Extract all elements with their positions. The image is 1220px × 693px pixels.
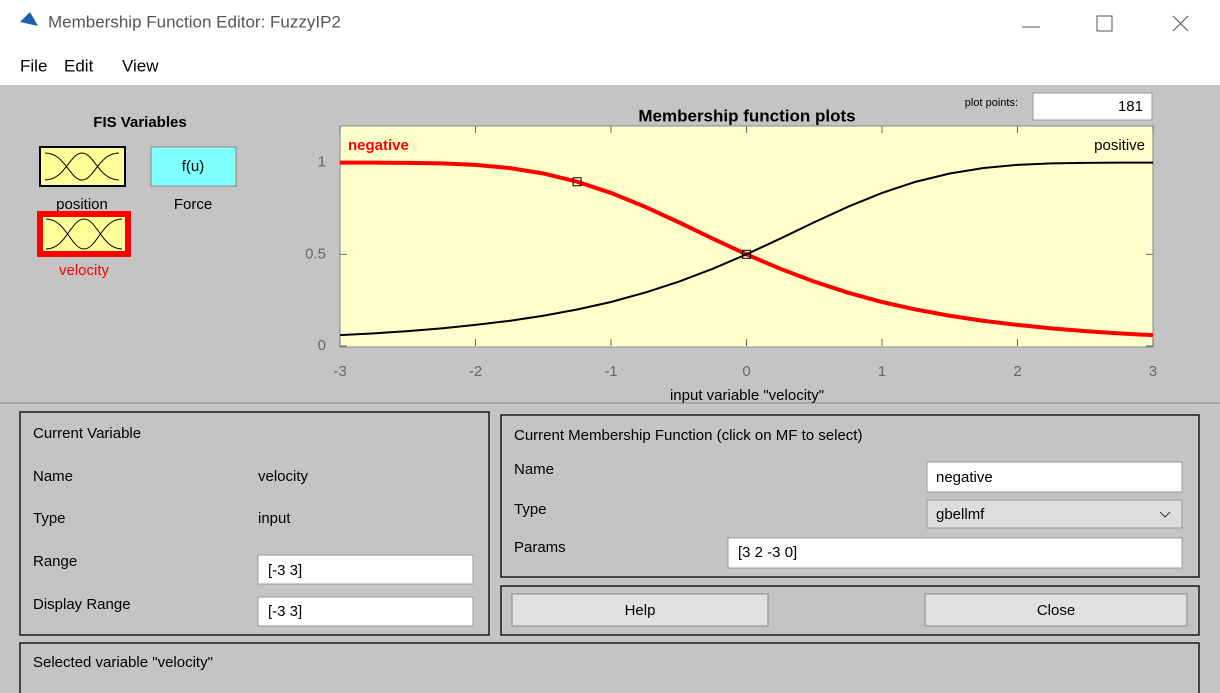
mf-handle	[742, 249, 751, 259]
label: Range	[33, 553, 77, 570]
var-label[interactable]: position	[56, 196, 108, 213]
menu-item[interactable]: View	[122, 56, 159, 75]
x-tick-label: 3	[1149, 363, 1157, 380]
icon-curves	[44, 152, 120, 181]
x-axis-label: input variable "velocity"	[670, 387, 824, 404]
value: velocity	[258, 468, 309, 485]
maximize[interactable]	[1096, 15, 1113, 32]
label: Type	[514, 501, 547, 518]
icon-curves	[45, 218, 123, 250]
var-label[interactable]: Force	[174, 196, 212, 213]
label: Name	[33, 468, 73, 485]
curve-label: negative	[348, 137, 409, 154]
menu-item[interactable]: File	[20, 56, 47, 75]
title-menu-bg	[0, 0, 1220, 85]
range-input[interactable]	[257, 554, 474, 585]
x-tick-label: -2	[469, 363, 482, 380]
mf-handle	[572, 177, 582, 187]
params-input[interactable]	[727, 537, 1183, 569]
plot-points-value[interactable]: 181	[1118, 98, 1143, 115]
plot-points-label: plot points:	[965, 97, 1018, 109]
y-tick-label: 0.5	[305, 245, 326, 262]
button[interactable]	[924, 593, 1188, 627]
x-tick-label: -3	[333, 363, 346, 380]
display-range-value[interactable]: [-3 3]	[268, 603, 302, 620]
app-icon	[20, 12, 38, 26]
button-label[interactable]: Close	[1037, 602, 1075, 619]
curve-label: positive	[1094, 137, 1145, 154]
label: Display Range	[33, 596, 131, 613]
display-range-input[interactable]	[257, 596, 474, 627]
params[interactable]: [3 2 -3 0]	[738, 544, 797, 561]
label: Type	[33, 510, 66, 527]
y-tick-label: 1	[318, 154, 326, 171]
value: input	[258, 510, 291, 527]
x-tick-label: 0	[742, 363, 750, 380]
panel	[500, 414, 1200, 578]
menu-item[interactable]: Edit	[64, 56, 94, 75]
chart-title: Membership function plots	[638, 106, 855, 125]
panel	[19, 411, 490, 636]
x-tick-label: 2	[1013, 363, 1021, 380]
mf-name[interactable]: negative	[936, 469, 993, 486]
plot-area	[339, 125, 1154, 348]
status: Selected variable "velocity"	[33, 654, 213, 671]
mf-curve	[339, 161, 1153, 337]
x-tick-label: -1	[604, 363, 617, 380]
label: Name	[514, 461, 554, 478]
output-icon[interactable]	[150, 146, 237, 187]
panel-title: Current Membership Function (click on MF…	[514, 427, 862, 444]
label: Params	[514, 539, 566, 556]
button[interactable]	[511, 593, 769, 627]
mf-type-dropdown[interactable]	[926, 499, 1183, 529]
close-window[interactable]	[1172, 15, 1189, 32]
x-tick-label: 1	[878, 363, 886, 380]
icon-text: f(u)	[182, 158, 205, 175]
panel-title: Current Variable	[33, 425, 141, 442]
range-value[interactable]: [-3 3]	[268, 562, 302, 579]
mf-name-input[interactable]	[926, 461, 1183, 493]
var-label[interactable]: velocity	[59, 262, 110, 279]
plot-points-input[interactable]	[1032, 92, 1153, 121]
panel	[500, 585, 1200, 636]
button-label[interactable]: Help	[625, 602, 656, 619]
mf-type[interactable]: gbellmf	[936, 506, 985, 523]
window-title: Membership Function Editor: FuzzyIP2	[48, 12, 341, 31]
fis-title: FIS Variables	[93, 114, 186, 131]
y-tick-label: 0	[318, 337, 326, 354]
chevron	[1159, 511, 1171, 518]
status-panel	[19, 642, 1200, 693]
